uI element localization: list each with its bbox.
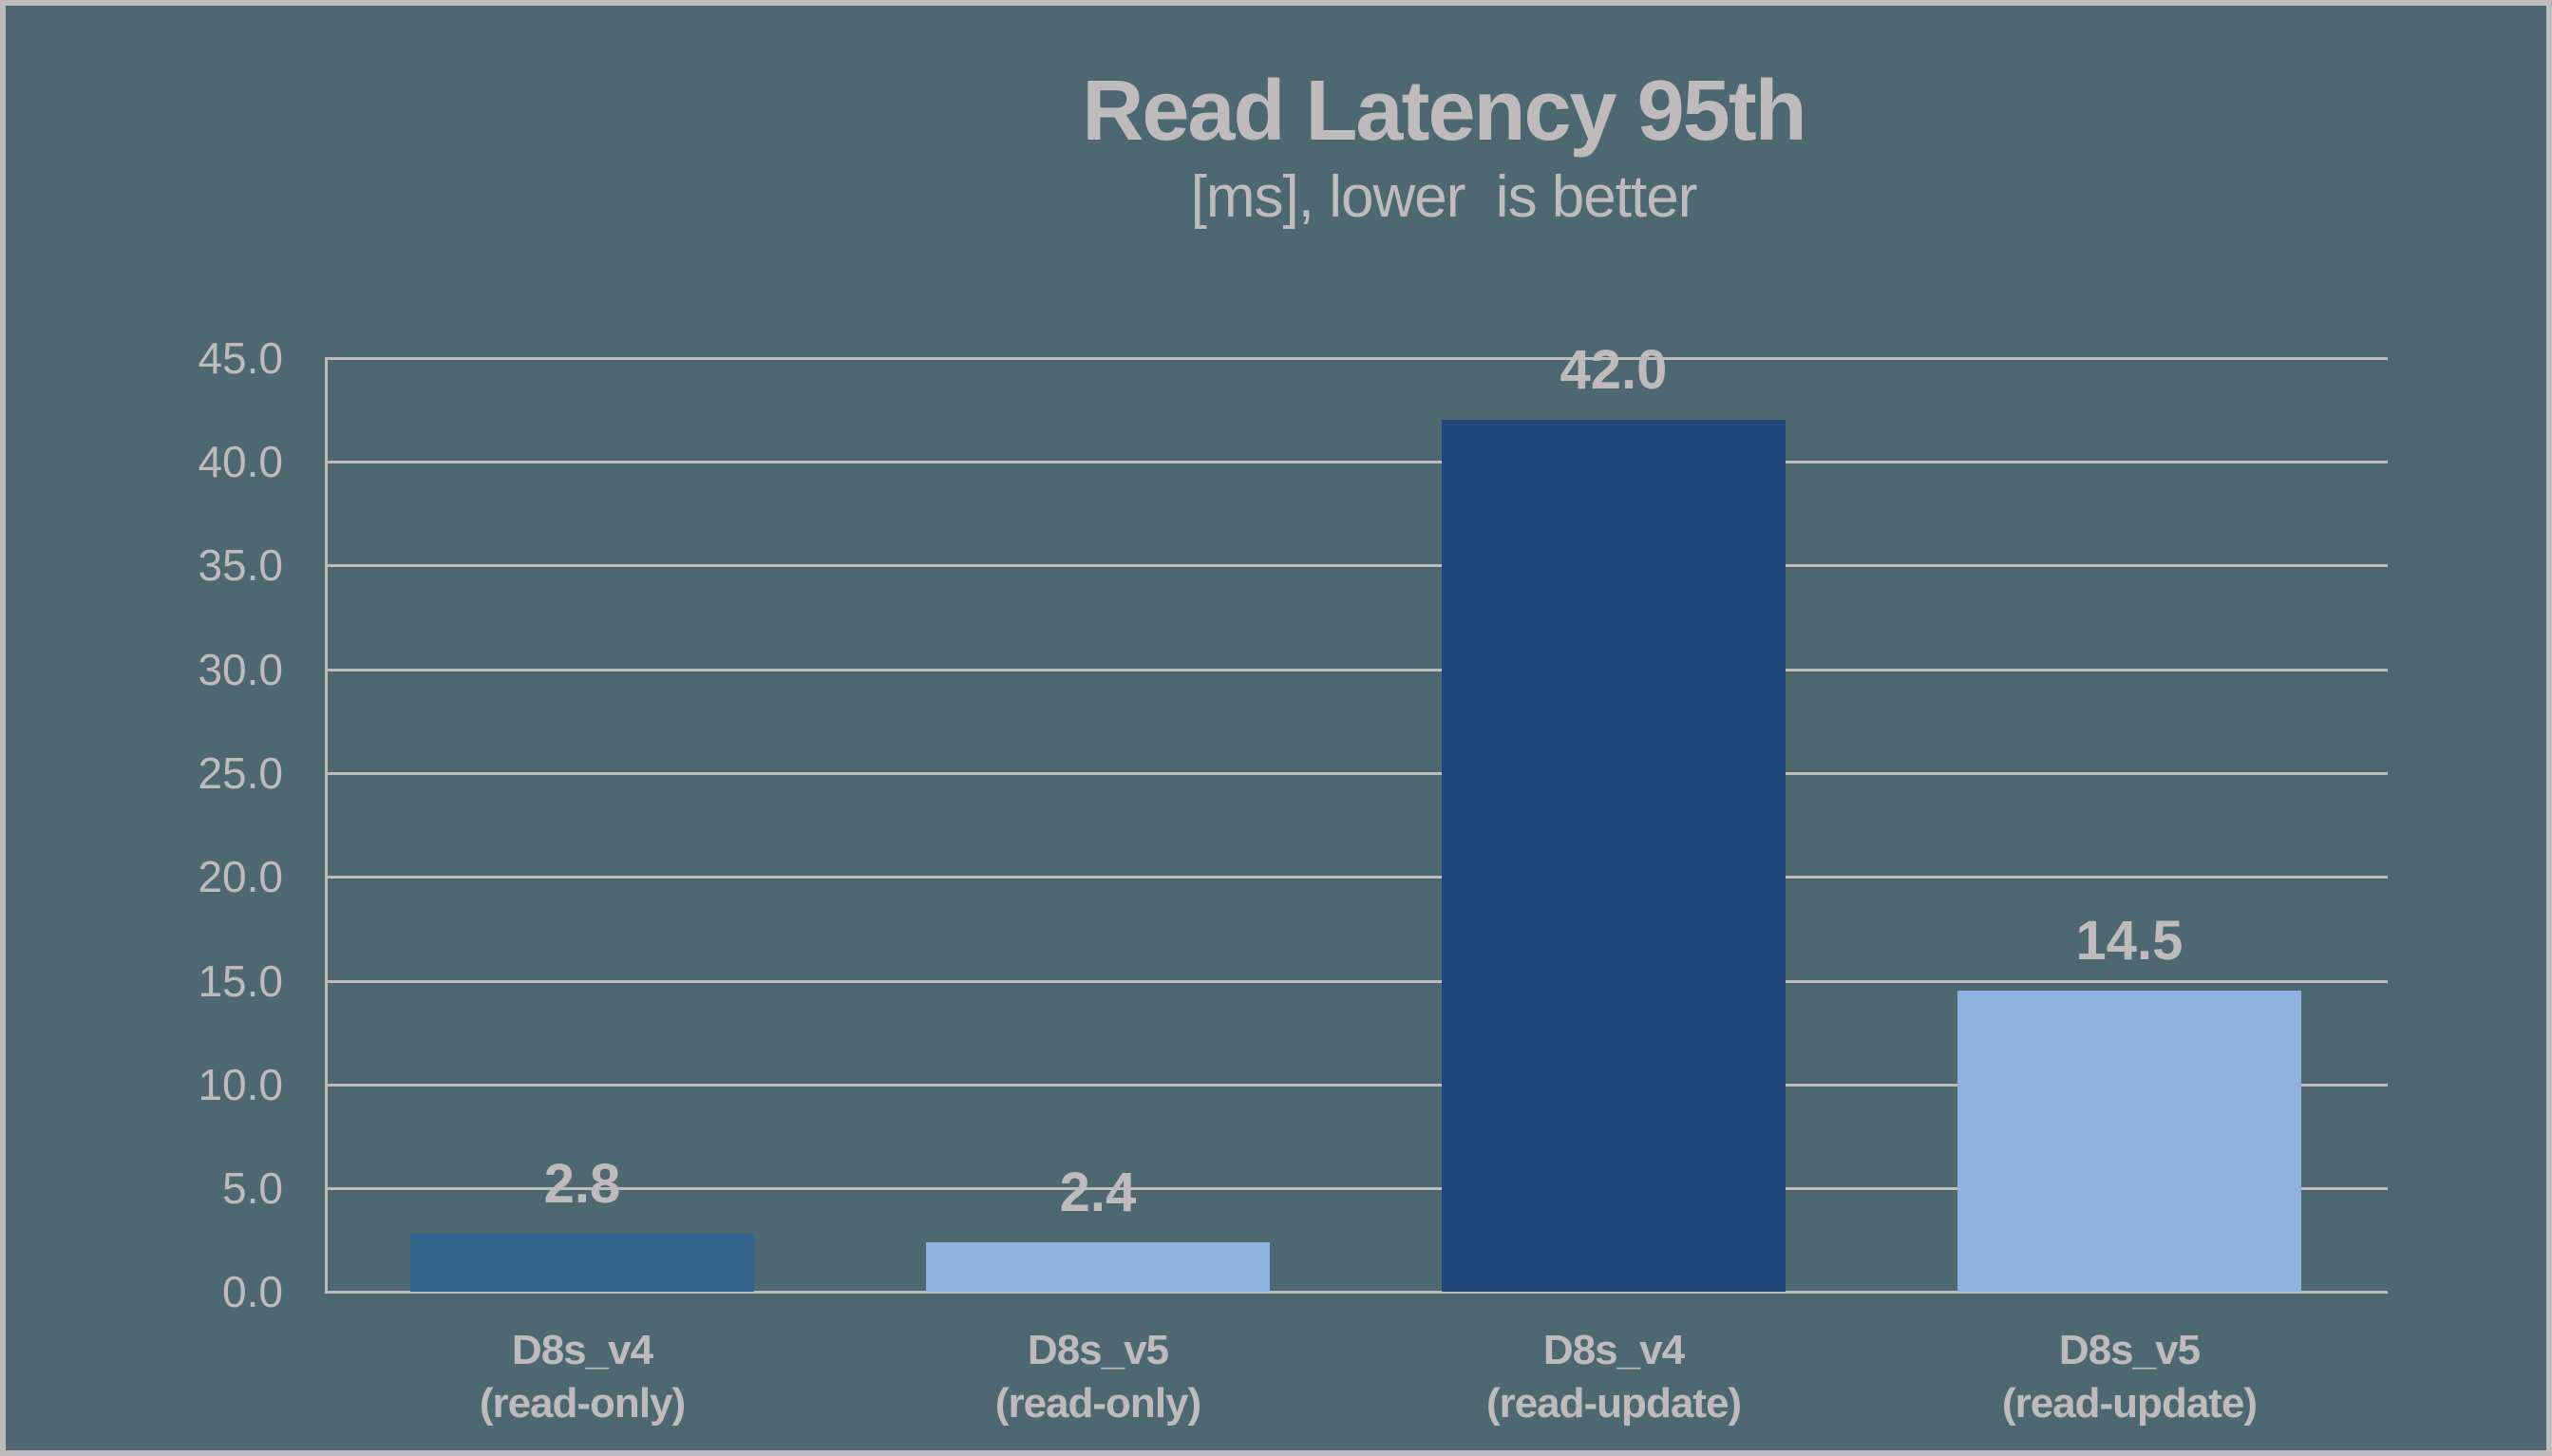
x-label-line2: (read-update) bbox=[2001, 1380, 2258, 1427]
gridline bbox=[325, 876, 2388, 879]
bar-d8s-v4-read-update bbox=[1442, 420, 1786, 1292]
gridline bbox=[325, 1084, 2388, 1087]
bar-d8s-v5-read-update bbox=[1957, 991, 2301, 1292]
x-category-label: D8s_v4 (read-update) bbox=[1376, 1324, 1851, 1430]
x-label-line2: (read-only) bbox=[994, 1380, 1201, 1427]
x-category-label: D8s_v5 (read-update) bbox=[1892, 1324, 2367, 1430]
x-label-line1: D8s_v4 bbox=[511, 1327, 653, 1373]
gridline bbox=[325, 564, 2388, 567]
y-tick-label: 45.0 bbox=[198, 333, 283, 383]
x-label-line1: D8s_v5 bbox=[2058, 1327, 2201, 1373]
x-label-line1: D8s_v5 bbox=[1027, 1327, 1169, 1373]
y-tick-label: 0.0 bbox=[222, 1267, 283, 1316]
bar-value-label: 42.0 bbox=[1560, 339, 1668, 401]
bar-d8s-v5-read-only bbox=[926, 1242, 1270, 1292]
gridline bbox=[325, 357, 2388, 360]
y-tick-label: 35.0 bbox=[198, 540, 283, 590]
bar-value-label: 2.4 bbox=[1059, 1162, 1137, 1223]
gridline bbox=[325, 669, 2388, 671]
y-tick-label: 15.0 bbox=[198, 956, 283, 1006]
gridline bbox=[325, 461, 2388, 463]
y-axis-line bbox=[325, 357, 328, 1294]
gridline bbox=[325, 980, 2388, 983]
chart-subtitle: [ms], lower is better bbox=[1190, 164, 1698, 230]
x-label-line2: (read-update) bbox=[1485, 1380, 1742, 1427]
bar-value-label: 14.5 bbox=[2075, 910, 2183, 972]
x-category-label: D8s_v5 (read-only) bbox=[860, 1324, 1335, 1430]
x-label-line1: D8s_v4 bbox=[1542, 1327, 1685, 1373]
y-tick-label: 10.0 bbox=[198, 1060, 283, 1109]
bar-d8s-v4-read-only bbox=[410, 1234, 754, 1292]
gridline bbox=[325, 772, 2388, 775]
y-tick-label: 5.0 bbox=[222, 1163, 283, 1213]
gridline bbox=[325, 1187, 2388, 1190]
x-axis-line bbox=[325, 1291, 2388, 1294]
y-tick-label: 25.0 bbox=[198, 748, 283, 798]
x-label-line2: (read-only) bbox=[479, 1380, 686, 1427]
bar-value-label: 2.8 bbox=[543, 1153, 621, 1215]
x-category-label: D8s_v4 (read-only) bbox=[345, 1324, 820, 1430]
y-tick-label: 30.0 bbox=[198, 645, 283, 694]
plot-area: 2.8 2.4 42.0 14.5 bbox=[325, 340, 2388, 1294]
y-tick-label: 40.0 bbox=[198, 437, 283, 486]
y-tick-label: 20.0 bbox=[198, 852, 283, 901]
chart-title: Read Latency 95th bbox=[1082, 64, 1806, 159]
